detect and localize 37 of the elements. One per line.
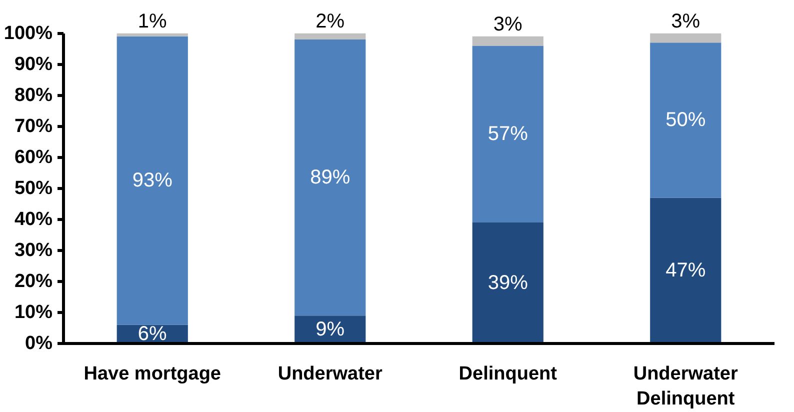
data-label: 39% (488, 272, 528, 294)
y-tick-label: 10% (14, 302, 53, 323)
y-tick-label: 80% (14, 84, 53, 106)
bar (472, 46, 544, 223)
x-tick-label: Underwater (278, 364, 383, 384)
data-label: 3% (671, 10, 700, 32)
bar (650, 33, 722, 43)
data-label: 50% (666, 109, 706, 132)
bar (472, 222, 544, 344)
bar (472, 36, 544, 46)
bar (116, 33, 188, 36)
x-tick-label: Delinquent (458, 364, 558, 384)
y-tick-label: 30% (14, 240, 53, 261)
bar (116, 36, 188, 325)
y-tick-label: 0% (25, 333, 53, 354)
bar (294, 40, 366, 316)
data-label: 93% (132, 170, 173, 192)
bar (650, 42, 722, 198)
data-label: 89% (310, 166, 350, 189)
y-tick-label: 70% (14, 116, 53, 137)
y-tick-label: 20% (14, 270, 53, 292)
y-tick-label: 100% (4, 22, 53, 44)
x-tick-label: Underwater Delinquent (633, 364, 738, 410)
data-label: 3% (493, 13, 523, 36)
data-label: 57% (488, 123, 528, 146)
y-tick-label: 90% (14, 54, 53, 75)
y-tick-label: 60% (14, 146, 53, 168)
data-label: 2% (316, 10, 345, 32)
bar (650, 198, 722, 344)
x-tick-label: Have mortgage (84, 364, 222, 384)
data-label: 1% (138, 10, 168, 32)
data-label: 47% (666, 260, 706, 282)
data-label: 6% (138, 323, 168, 346)
bar (294, 33, 366, 40)
y-tick-label: 40% (14, 208, 53, 230)
y-tick-label: 50% (14, 178, 53, 199)
data-label: 9% (316, 318, 345, 341)
